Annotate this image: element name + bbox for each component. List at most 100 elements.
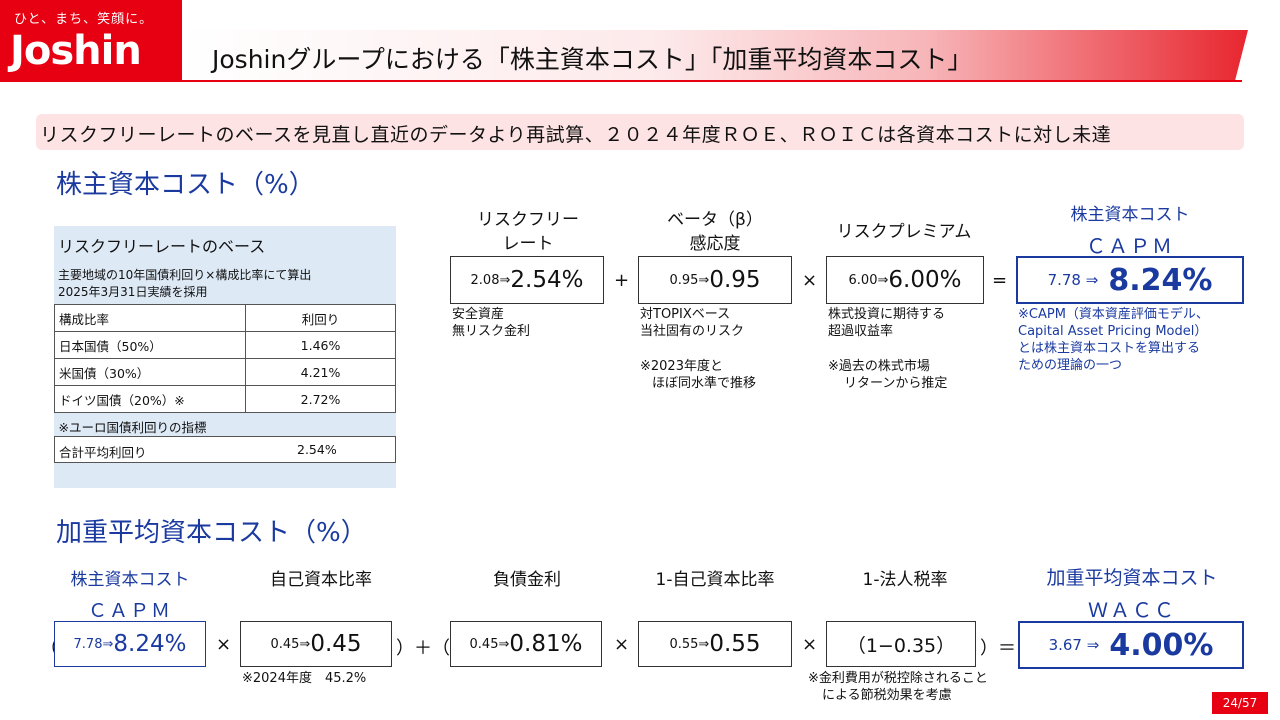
total-yield-row: 合計平均利回り 2.54%	[54, 436, 396, 463]
one-minus-equity-label: 1-自己資本比率	[655, 570, 775, 590]
premium-label: リスクプレミアム	[836, 222, 972, 242]
row-value: 1.46%	[245, 331, 396, 359]
risk-free-new: 2.54%	[510, 267, 584, 293]
one-minus-tax-box: （1−0.35）	[826, 621, 976, 667]
one-minus-tax-label: 1-法人税率	[862, 570, 948, 590]
equity-ratio-note: ※2024年度 45.2%	[242, 671, 367, 686]
risk-free-note-1: 安全資産	[452, 307, 505, 322]
summary-banner	[36, 114, 1244, 150]
equals-operator: =	[992, 270, 1008, 291]
yield-table: 構成比率 利回り 日本国債（50%） 1.46% 米国債（30%） 4.21% …	[54, 304, 396, 440]
equity-ratio-new: 0.45	[310, 631, 362, 657]
logo-wordmark: Joshin	[10, 28, 142, 74]
col-header-ratio: 構成比率	[54, 304, 246, 332]
table-footnote-row: ※ユーロ国債利回りの指標	[54, 412, 396, 440]
capm-note-3: とは株主資本コストを算出する	[1018, 341, 1201, 356]
total-label: 合計平均利回り	[59, 445, 147, 460]
beta-note-2: 当社固有のリスク	[640, 324, 745, 339]
title-bar	[182, 30, 1248, 80]
beta-label-1: ベータ（β）	[667, 210, 763, 230]
row-value: 4.21%	[245, 358, 396, 386]
equity-ratio-label: 自己資本比率	[270, 570, 372, 590]
wacc-capm-label-1: 株主資本コスト	[70, 570, 190, 590]
panel-note-date: 2025年3月31日実績を採用	[58, 285, 208, 299]
page-number: 24/57	[1212, 692, 1268, 714]
premium-note-3: ※過去の株式市場	[828, 359, 930, 374]
equity-ratio-old: 0.45⇒	[270, 636, 311, 652]
wacc-result-label-1: 加重平均資本コスト	[1046, 567, 1218, 589]
table-footnote: ※ユーロ国債利回りの指標	[54, 412, 396, 440]
row-label: 米国債（30%）	[54, 358, 246, 386]
wacc-new: 4.00%	[1109, 627, 1214, 663]
risk-free-old: 2.08⇒	[470, 272, 511, 288]
row-label: ドイツ国債（20%）※	[54, 385, 246, 413]
beta-note-1: 対TOPIXベース	[640, 307, 731, 322]
summary-banner-text: リスクフリーレートのベースを見直し直近のデータより再試算、２０２４年度ＲＯＥ、Ｒ…	[40, 124, 1112, 146]
risk-free-value-box: 2.08⇒ 2.54%	[450, 256, 604, 304]
risk-free-label-2: レート	[502, 234, 554, 254]
capm-old: 7.78 ⇒	[1047, 271, 1099, 289]
open-paren: （	[40, 638, 58, 659]
table-header-row: 構成比率 利回り	[54, 304, 396, 332]
one-minus-equity-box: 0.55⇒ 0.55	[638, 621, 792, 667]
beta-note-3: ※2023年度と	[640, 359, 723, 374]
debt-rate-old: 0.45⇒	[469, 636, 510, 652]
capm-note-4: ための理論の一つ	[1018, 358, 1123, 373]
times-operator: ×	[216, 634, 232, 655]
table-row: 米国債（30%） 4.21%	[54, 358, 396, 386]
close-equals: ）＝	[980, 638, 1016, 659]
capm-result-label-1: 株主資本コスト	[1070, 205, 1190, 225]
table-row: 日本国債（50%） 1.46%	[54, 331, 396, 359]
panel-title: リスクフリーレートのベース	[58, 237, 266, 256]
premium-note-1: 株式投資に期待する	[828, 307, 946, 322]
wacc-result-box: 3.67 ⇒ 4.00%	[1018, 621, 1244, 669]
col-header-yield: 利回り	[245, 304, 396, 332]
wacc-result-label-2: ＷＡＣＣ	[1088, 598, 1176, 622]
beta-old: 0.95⇒	[669, 272, 710, 288]
logo-tagline: ひと、まち、笑顔に。	[14, 12, 154, 27]
tax-note-2: による節税効果を考慮	[822, 688, 952, 703]
one-minus-tax-value: （1−0.35）	[846, 634, 956, 657]
plus-operator: +	[614, 270, 630, 291]
risk-free-label-1: リスクフリー	[477, 210, 579, 230]
risk-free-note-2: 無リスク金利	[452, 324, 531, 339]
wacc-capm-old: 7.78⇒	[73, 636, 114, 652]
capm-new: 8.24%	[1108, 262, 1213, 298]
tax-note-1: ※金利費用が税控除されること	[808, 671, 988, 686]
close-plus-open: ）＋（	[396, 638, 450, 659]
wacc-old: 3.67 ⇒	[1048, 636, 1100, 654]
debt-rate-label: 負債金利	[493, 570, 561, 590]
beta-new: 0.95	[709, 267, 761, 293]
capm-note-2: Capital Asset Pricing Model）	[1018, 324, 1208, 339]
total-value: 2.54%	[297, 442, 337, 457]
row-label: 日本国債（50%）	[54, 331, 246, 359]
one-minus-equity-old: 0.55⇒	[669, 636, 710, 652]
equity-ratio-box: 0.45⇒ 0.45	[240, 621, 392, 667]
table-row: ドイツ国債（20%）※ 2.72%	[54, 385, 396, 413]
premium-new: 6.00%	[888, 267, 962, 293]
capm-result-box: 7.78 ⇒ 8.24%	[1016, 256, 1244, 304]
row-value: 2.72%	[245, 385, 396, 413]
premium-note-2: 超過収益率	[828, 324, 894, 339]
times-operator: ×	[614, 634, 630, 655]
times-operator: ×	[802, 634, 818, 655]
premium-note-4: リターンから推定	[844, 376, 948, 391]
beta-value-box: 0.95⇒ 0.95	[638, 256, 792, 304]
panel-note-method: 主要地域の10年国債利回り×構成比率にて算出	[58, 268, 312, 282]
beta-note-4: ほぼ同水準で推移	[652, 376, 757, 391]
wacc-capm-box: 7.78⇒ 8.24%	[54, 621, 206, 667]
page-title: Joshinグループにおける「株主資本コスト」「加重平均資本コスト」	[212, 45, 973, 74]
premium-old: 6.00⇒	[848, 272, 889, 288]
wacc-capm-new: 8.24%	[113, 631, 187, 657]
debt-rate-new: 0.81%	[509, 631, 583, 657]
cost-of-equity-heading: 株主資本コスト（%）	[56, 170, 315, 200]
beta-label-2: 感応度	[689, 234, 741, 254]
debt-rate-box: 0.45⇒ 0.81%	[450, 621, 602, 667]
premium-value-box: 6.00⇒ 6.00%	[826, 256, 984, 304]
capm-result-label-2: ＣＡＰＭ	[1086, 234, 1174, 258]
wacc-capm-label-2: ＣＡＰＭ	[87, 600, 172, 622]
times-operator: ×	[802, 270, 818, 291]
wacc-heading: 加重平均資本コスト（%）	[56, 518, 367, 548]
capm-note-1: ※CAPM（資本資産評価モデル、	[1018, 307, 1209, 322]
brand-logo: ひと、まち、笑顔に。 Joshin	[0, 0, 182, 82]
